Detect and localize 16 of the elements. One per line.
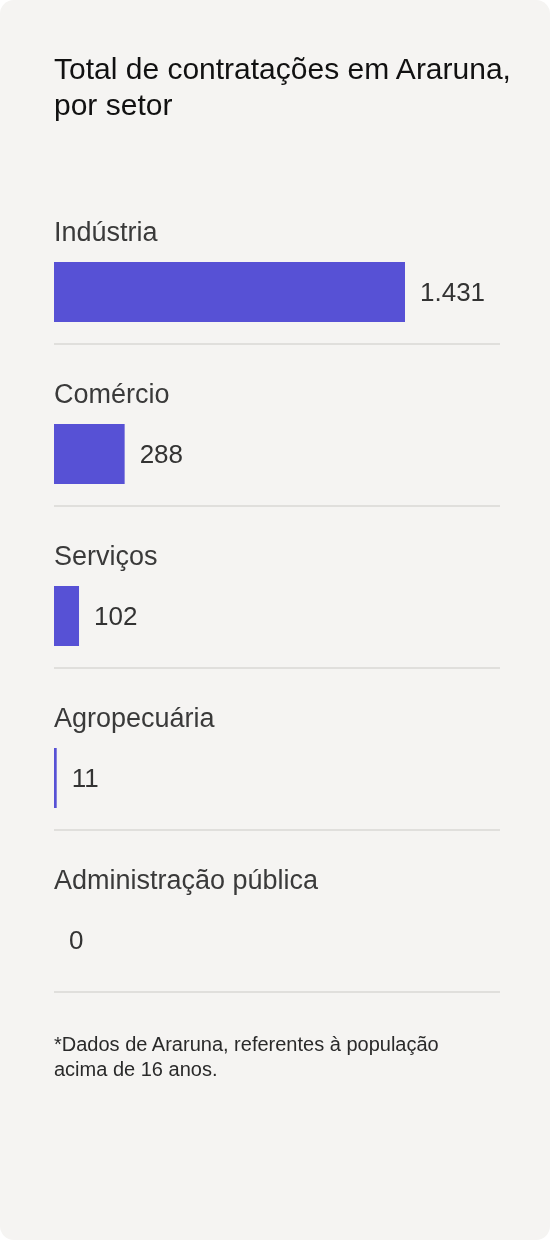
data-label: 1.431 [420, 277, 486, 307]
y-tick-label: Administração pública [54, 865, 320, 895]
y-tick-label: Serviços [54, 541, 158, 571]
bar [54, 748, 57, 808]
data-label: 11 [71, 763, 99, 793]
y-tick-label: Comércio [54, 379, 170, 409]
bar [54, 586, 80, 646]
bar [54, 262, 405, 322]
data-label: 102 [94, 601, 138, 631]
bar [54, 424, 125, 484]
data-label: 0 [69, 925, 84, 955]
y-tick-label: Indústria [54, 217, 159, 247]
data-label: 288 [139, 439, 184, 469]
chart-title: Total de contratações em Araruna, por setor [54, 51, 511, 121]
text: *Dados de Araruna, referentes à população acima de 16 anos. [54, 1032, 439, 1080]
y-tick-label: Agropecuária [54, 703, 216, 733]
